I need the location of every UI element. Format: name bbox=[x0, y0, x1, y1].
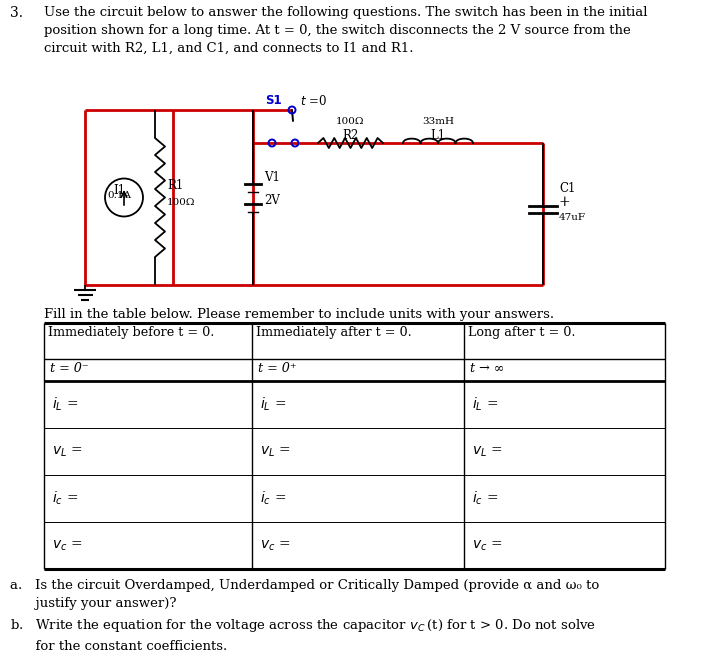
Text: 100Ω: 100Ω bbox=[167, 198, 196, 207]
Text: $v_c$ =: $v_c$ = bbox=[52, 538, 82, 553]
Text: 3.: 3. bbox=[10, 6, 23, 20]
Text: +: + bbox=[559, 195, 571, 209]
Text: Long after t = 0.: Long after t = 0. bbox=[468, 326, 576, 339]
Text: $i_L$ =: $i_L$ = bbox=[52, 396, 78, 413]
Text: $i_c$ =: $i_c$ = bbox=[472, 490, 498, 507]
Text: $v_c$ =: $v_c$ = bbox=[472, 538, 503, 553]
Text: t = 0⁻: t = 0⁻ bbox=[50, 362, 89, 375]
Text: t → ∞: t → ∞ bbox=[470, 362, 504, 375]
Text: a.   Is the circuit Overdamped, Underdamped or Critically Damped (provide α and : a. Is the circuit Overdamped, Underdampe… bbox=[10, 579, 599, 610]
Text: $i_L$ =: $i_L$ = bbox=[472, 396, 498, 413]
Text: $v_L$ =: $v_L$ = bbox=[472, 444, 503, 459]
Text: $i_L$ =: $i_L$ = bbox=[260, 396, 286, 413]
Text: 100Ω: 100Ω bbox=[336, 117, 364, 126]
Text: C1: C1 bbox=[559, 182, 576, 196]
Text: 33mH: 33mH bbox=[422, 117, 454, 126]
Text: 2V: 2V bbox=[264, 194, 280, 207]
Text: L1: L1 bbox=[430, 129, 445, 142]
Text: V1: V1 bbox=[264, 171, 280, 184]
Text: R1: R1 bbox=[167, 179, 183, 192]
Text: $v_c$ =: $v_c$ = bbox=[260, 538, 291, 553]
Text: $v_L$ =: $v_L$ = bbox=[52, 444, 82, 459]
Text: 0.1A: 0.1A bbox=[107, 190, 131, 200]
Text: t = 0⁺: t = 0⁺ bbox=[258, 362, 296, 375]
Text: Immediately after t = 0.: Immediately after t = 0. bbox=[256, 326, 412, 339]
Text: $t$ =0: $t$ =0 bbox=[300, 94, 327, 108]
Text: $i_c$ =: $i_c$ = bbox=[52, 490, 78, 507]
Text: $i_c$ =: $i_c$ = bbox=[260, 490, 286, 507]
Text: I1: I1 bbox=[113, 184, 125, 196]
Text: Use the circuit below to answer the following questions. The switch has been in : Use the circuit below to answer the foll… bbox=[44, 6, 647, 55]
Text: R2: R2 bbox=[342, 129, 359, 142]
Text: $v_L$ =: $v_L$ = bbox=[260, 444, 291, 459]
Text: Immediately before t = 0.: Immediately before t = 0. bbox=[48, 326, 214, 339]
Text: b.   Write the equation for the voltage across the capacitor $v_C$ (t) for t > 0: b. Write the equation for the voltage ac… bbox=[10, 617, 596, 652]
Text: 47uF: 47uF bbox=[559, 213, 586, 221]
Text: S1: S1 bbox=[265, 94, 282, 107]
Text: Fill in the table below. Please remember to include units with your answers.: Fill in the table below. Please remember… bbox=[44, 308, 554, 321]
